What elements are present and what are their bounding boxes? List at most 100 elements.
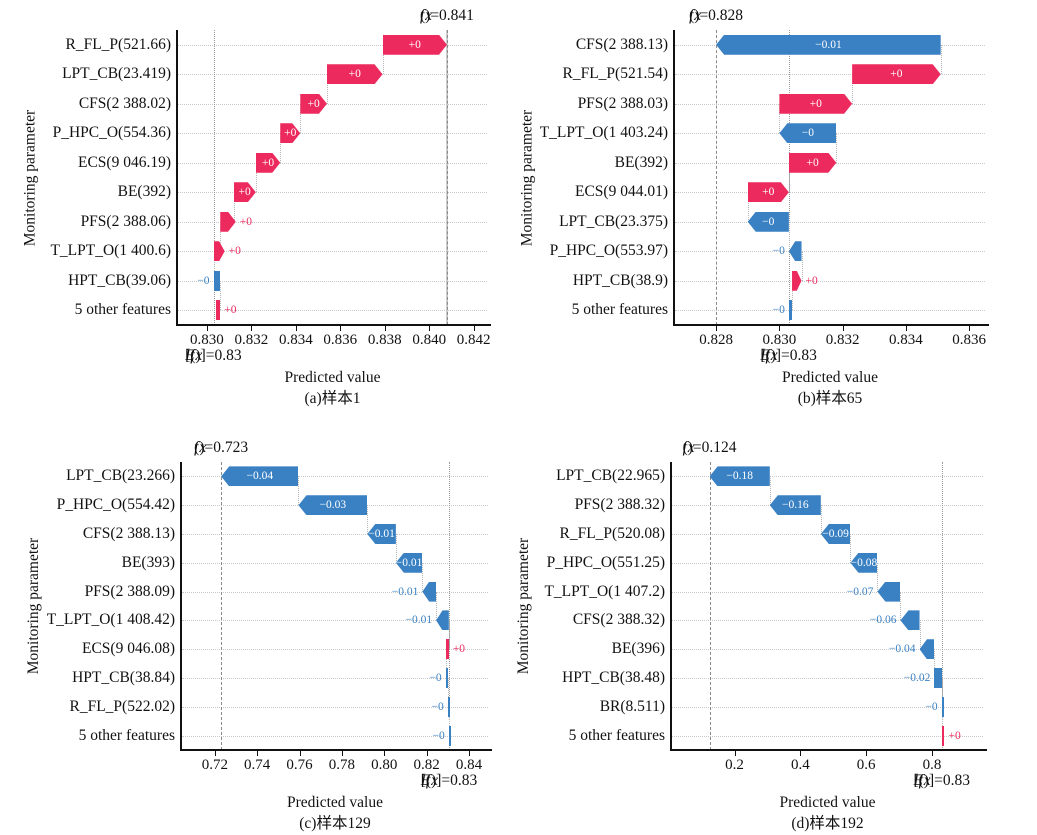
x-tick-label: 0.76 [286, 757, 313, 773]
bar-value-label: −0.01 [368, 528, 395, 540]
x-tick [468, 751, 470, 756]
feature-label: HPT_CB(38.48) [562, 669, 665, 686]
x-tick [251, 326, 253, 331]
shap-bar-negative: −0.01 [367, 524, 396, 544]
bar-value-label: −0.01 [815, 38, 842, 51]
shap-bar-negative [919, 639, 935, 660]
bar-connector [436, 591, 438, 621]
x-tick [969, 326, 971, 331]
feature-label: BE(396) [611, 640, 665, 658]
feature-label: CFS(2 388.02) [78, 94, 171, 112]
x-tick-label: 0.6 [856, 757, 876, 773]
bar-value-label: +0 [408, 38, 421, 51]
bar-connector [788, 221, 790, 252]
bar-connector [850, 534, 852, 563]
feature-label: LPT_CB(23.266) [66, 467, 175, 485]
bar-value-label: −0.09 [822, 528, 849, 540]
feature-label: LPT_CB(23.375) [559, 212, 668, 230]
shap-bar-negative: −0 [779, 123, 837, 144]
row-leader [672, 505, 983, 507]
row-leader [672, 706, 983, 708]
feature-label: P_HPC_O(554.36) [52, 124, 171, 142]
fx-label: f(x)=0.828 [689, 7, 744, 24]
bar-value-label: −0.04 [888, 643, 916, 656]
bar-connector [280, 133, 282, 163]
bar-value-label: +0 [239, 215, 253, 228]
x-tick [905, 326, 907, 331]
bar-connector [220, 221, 222, 252]
x-axis-label: Predicted value [284, 369, 381, 386]
row-leader [182, 678, 488, 679]
base-line [449, 462, 451, 750]
bar-value-label: +0 [261, 156, 275, 169]
bar-connector [942, 706, 944, 736]
feature-label: HPT_CB(38.9) [572, 271, 668, 289]
feature-label: ECS(9 046.19) [78, 153, 171, 171]
shap-bar-negative [448, 725, 452, 746]
bar-value-label: +0 [452, 643, 466, 656]
x-tick-label: 0.82 [413, 757, 440, 773]
feature-label: P_HPC_O(551.25) [546, 553, 665, 571]
feature-label: HPT_CB(38.84) [72, 669, 175, 686]
row-leader [675, 310, 985, 312]
row-leader [672, 678, 983, 679]
feature-label: P_HPC_O(553.97) [549, 242, 668, 260]
shap-bar-positive [215, 300, 221, 321]
expected-value-label: E[f(x)]=0.83 [185, 347, 242, 364]
bar-value-label: +0 [348, 68, 361, 81]
fx-line [716, 30, 718, 325]
row-leader [675, 192, 985, 194]
x-tick [206, 326, 208, 331]
shap-bar-negative [900, 610, 920, 631]
shap-bar-positive: +0 [852, 64, 941, 84]
y-axis [670, 462, 672, 751]
x-tick [299, 751, 301, 756]
bar-value-label: −0 [762, 215, 775, 228]
feature-label: 5 other features [74, 301, 171, 319]
bar-value-label: −0.03 [319, 499, 347, 512]
feature-label: R_FL_P(521.54) [562, 65, 669, 83]
shap-bar-negative [788, 300, 793, 321]
bar-value-label: −0 [429, 672, 442, 684]
fx-line [221, 462, 223, 750]
bar-connector [747, 192, 749, 222]
bar-connector [877, 562, 879, 592]
bar-connector [934, 649, 936, 678]
subplot-caption: (a)样本1 [304, 390, 361, 407]
fx-label: f(x)=0.841 [419, 7, 474, 24]
x-axis-label: Predicted value [782, 369, 878, 386]
bar-connector [792, 280, 794, 311]
shap-bar-positive: +0 [748, 182, 789, 202]
x-tick-label: 0.836 [323, 332, 358, 348]
feature-label: HPT_CB(39.06) [68, 271, 171, 289]
row-leader [178, 133, 487, 135]
bar-connector [220, 280, 222, 311]
bar-value-label: −0 [772, 245, 785, 258]
bar-connector [213, 251, 215, 281]
bar-value-label: −0.18 [726, 470, 753, 483]
bar-connector [940, 44, 942, 75]
bar-value-label: −0.16 [781, 499, 809, 512]
shap-bar-negative [436, 610, 449, 631]
shap-bar-positive: +0 [383, 35, 447, 55]
shap-bar-negative: −0.09 [820, 524, 851, 544]
row-leader [675, 221, 985, 223]
x-tick-label: 0.2 [725, 757, 744, 773]
fx-line [709, 462, 711, 750]
x-tick [384, 751, 386, 756]
x-tick-label: 0.836 [952, 332, 987, 348]
bar-value-label: −0 [801, 127, 814, 140]
bar-value-label: +0 [228, 245, 241, 258]
row-leader [182, 534, 488, 535]
x-axis [673, 324, 989, 326]
y-axis [176, 30, 178, 326]
y-axis [180, 462, 182, 751]
bar-connector [769, 476, 771, 506]
x-tick [779, 326, 781, 331]
bar-connector [900, 591, 902, 621]
subplot-caption: (b)样本65 [797, 390, 863, 407]
bar-value-label: −0.07 [846, 585, 874, 598]
bar-connector [852, 74, 854, 104]
bar-connector [233, 192, 235, 222]
